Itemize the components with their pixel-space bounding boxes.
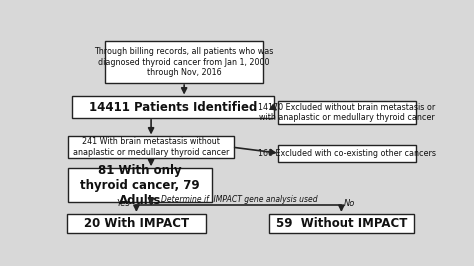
FancyBboxPatch shape: [66, 214, 206, 233]
FancyBboxPatch shape: [278, 145, 416, 162]
FancyBboxPatch shape: [68, 168, 212, 202]
Text: Determine if  IMPACT gene analysis used: Determine if IMPACT gene analysis used: [161, 196, 318, 204]
Text: 14411 Patients Identified: 14411 Patients Identified: [89, 101, 257, 114]
FancyBboxPatch shape: [278, 101, 416, 124]
Text: 20 With IMPACT: 20 With IMPACT: [84, 217, 189, 230]
FancyBboxPatch shape: [68, 136, 234, 158]
FancyBboxPatch shape: [105, 41, 263, 83]
Text: 160 Excluded with co-existing other cancers: 160 Excluded with co-existing other canc…: [258, 149, 436, 158]
Text: No: No: [344, 200, 355, 209]
Text: 241 With brain metastasis without
anaplastic or medullary thyroid cancer: 241 With brain metastasis without anapla…: [73, 138, 229, 157]
Text: Yes: Yes: [117, 200, 130, 209]
Text: 14170 Excluded without brain metastasis or
with anaplastic or medullary thyroid : 14170 Excluded without brain metastasis …: [258, 103, 435, 122]
Text: 59  Without IMPACT: 59 Without IMPACT: [275, 217, 407, 230]
Text: Through billing records, all patients who was
diagnosed thyroid cancer from Jan : Through billing records, all patients wh…: [94, 47, 274, 77]
FancyBboxPatch shape: [269, 214, 414, 233]
FancyBboxPatch shape: [72, 97, 274, 118]
Text: 81 With only
thyroid cancer, 79
Adults: 81 With only thyroid cancer, 79 Adults: [80, 164, 200, 206]
